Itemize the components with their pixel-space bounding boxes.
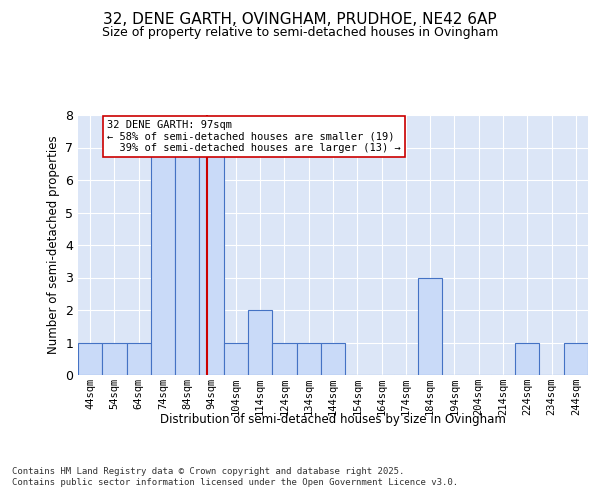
Bar [175,148,199,375]
Bar [102,342,127,375]
Text: Distribution of semi-detached houses by size in Ovingham: Distribution of semi-detached houses by … [160,412,506,426]
Bar [151,148,175,375]
Bar [199,148,224,375]
Text: 32 DENE GARTH: 97sqm
← 58% of semi-detached houses are smaller (19)
  39% of sem: 32 DENE GARTH: 97sqm ← 58% of semi-detac… [107,120,401,153]
Bar [321,342,345,375]
Bar [564,342,588,375]
Bar [296,342,321,375]
Text: Size of property relative to semi-detached houses in Ovingham: Size of property relative to semi-detach… [102,26,498,39]
Bar [272,342,296,375]
Bar [127,342,151,375]
Bar [515,342,539,375]
Y-axis label: Number of semi-detached properties: Number of semi-detached properties [47,136,59,354]
Bar [224,342,248,375]
Bar [418,278,442,375]
Bar [248,310,272,375]
Bar [78,342,102,375]
Text: Contains HM Land Registry data © Crown copyright and database right 2025.
Contai: Contains HM Land Registry data © Crown c… [12,468,458,487]
Text: 32, DENE GARTH, OVINGHAM, PRUDHOE, NE42 6AP: 32, DENE GARTH, OVINGHAM, PRUDHOE, NE42 … [103,12,497,28]
